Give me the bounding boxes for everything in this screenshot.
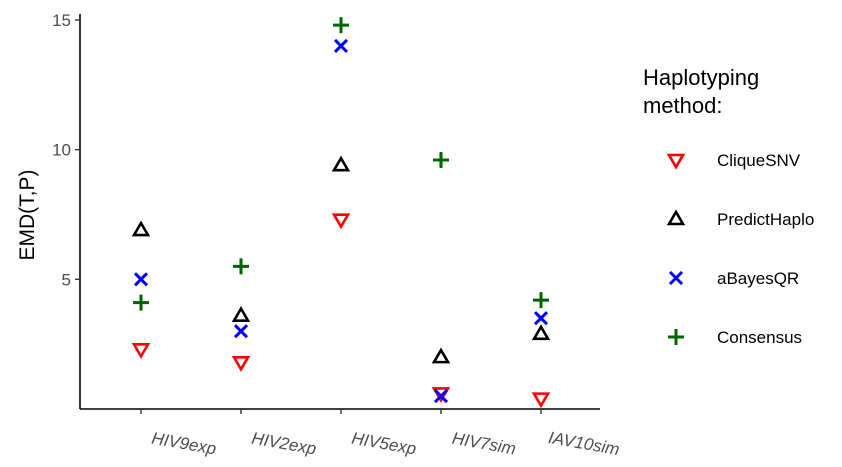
data-point-cliquesnv: [531, 392, 551, 409]
legend-key-abayesqr: [668, 270, 684, 286]
data-point-consensus: [233, 258, 249, 275]
legend-item: PredictHaplo: [666, 209, 814, 229]
legend: Haplotyping method: CliqueSNV PredictHaplo a…: [643, 65, 814, 347]
y-axis-label: EMD(T,P): [16, 170, 39, 261]
data-point-predicthaplo: [131, 220, 151, 237]
data-point-cliquesnv: [231, 356, 251, 372]
data-point-predicthaplo: [331, 155, 351, 172]
data-point-abayesqr: [133, 272, 149, 287]
legend-title: Haplotyping: [643, 65, 759, 90]
data-point-consensus: [133, 294, 149, 311]
data-point-abayesqr: [333, 38, 349, 53]
data-point-predicthaplo: [231, 306, 251, 322]
data-point-abayesqr: [533, 311, 549, 326]
data-point-abayesqr: [233, 324, 249, 339]
x-tick-label: HIV5exp: [350, 429, 418, 459]
data-points: [131, 17, 551, 409]
legend-key-consensus: [668, 329, 684, 345]
data-point-consensus: [533, 292, 549, 309]
x-tick-label: HIV7sim: [451, 429, 518, 459]
y-tick-label: 5: [62, 270, 71, 289]
legend-label: CliqueSNV: [717, 151, 801, 170]
data-point-abayesqr: [433, 388, 449, 404]
data-point-consensus: [333, 17, 349, 34]
data-point-consensus: [433, 152, 449, 169]
legend-item: CliqueSNV: [666, 151, 801, 170]
axes: [75, 14, 600, 414]
x-tick-labels: HIV9exp HIV2exp HIV5exp HIV7sim IAV10sim: [150, 428, 621, 459]
legend-item: aBayesQR: [668, 269, 799, 288]
data-point-cliquesnv: [331, 213, 351, 230]
data-point-predicthaplo: [531, 324, 551, 341]
y-tick-labels: 5 10 15: [52, 11, 71, 289]
x-tick-label: HIV2exp: [250, 429, 318, 459]
x-tick-label: IAV10sim: [547, 428, 621, 459]
legend-item: Consensus: [668, 328, 802, 347]
x-tick-label: HIV9exp: [150, 429, 218, 459]
legend-label: aBayesQR: [717, 269, 799, 288]
y-tick-label: 15: [52, 11, 71, 30]
data-point-cliquesnv: [131, 343, 151, 359]
y-tick-label: 10: [52, 141, 71, 160]
legend-title: method:: [643, 93, 723, 118]
legend-label: Consensus: [717, 328, 802, 347]
legend-key-cliquesnv: [666, 153, 686, 170]
legend-label: PredictHaplo: [717, 210, 814, 229]
data-point-predicthaplo: [431, 347, 451, 364]
legend-key-predicthaplo: [666, 209, 686, 226]
